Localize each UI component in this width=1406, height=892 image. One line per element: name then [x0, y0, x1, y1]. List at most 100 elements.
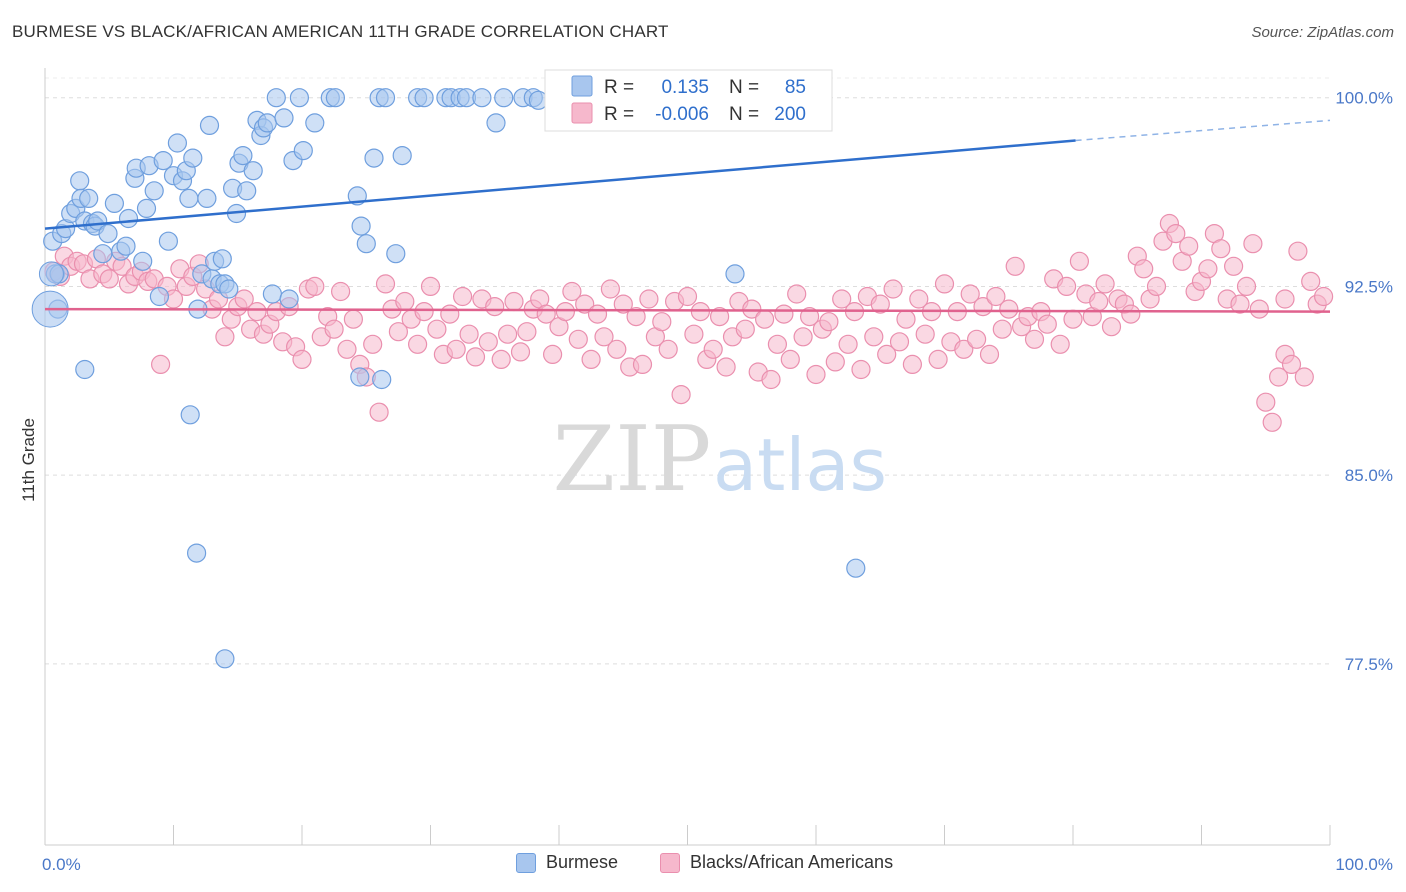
black-point [1288, 241, 1308, 261]
black-point [1243, 234, 1263, 254]
black-point [979, 344, 1000, 364]
legend-n-label-1: N = [729, 77, 759, 98]
black-point [934, 274, 955, 294]
legend-swatch-black-bottom [660, 852, 680, 873]
black-point [292, 349, 312, 369]
black-point [767, 334, 788, 354]
burmese-point [243, 161, 263, 181]
black-point [870, 294, 890, 314]
burmese-trend-line [44, 139, 1076, 230]
black-point [986, 286, 1006, 307]
burmese-point [158, 231, 178, 251]
legend-swatch-black [571, 102, 593, 124]
black-point [652, 312, 672, 332]
legend-item-burmese[interactable]: Burmese [516, 852, 618, 873]
black-point [446, 339, 466, 359]
black-point [453, 286, 473, 307]
series-layer [31, 88, 1334, 669]
legend-n-label-2: N = [729, 104, 759, 125]
burmese-point [167, 133, 187, 153]
black-point [408, 334, 428, 354]
legend-n-value-1: 85 [785, 77, 806, 98]
burmese-point [153, 151, 173, 171]
burmese-point [79, 188, 99, 208]
black-point [215, 327, 235, 347]
series-black-african-american [44, 213, 1334, 432]
black-point [742, 299, 762, 319]
black-point [331, 281, 351, 302]
black-point [587, 304, 608, 324]
black-point [491, 349, 511, 369]
black-point [99, 269, 119, 289]
black-point [632, 354, 653, 374]
black-point [761, 369, 781, 390]
burmese-trend-extension [1075, 119, 1331, 142]
black-point [1211, 239, 1231, 259]
burmese-point [104, 193, 125, 213]
burmese-point [116, 236, 136, 256]
burmese-point [262, 284, 282, 304]
black-point [581, 349, 601, 369]
chart-source: Source: ZipAtlas.com [1251, 24, 1394, 41]
black-point [1268, 367, 1289, 387]
black-point [1230, 294, 1250, 314]
burmese-point [180, 405, 200, 425]
black-point [1198, 259, 1218, 279]
black-point [703, 339, 723, 359]
burmese-point [75, 359, 95, 380]
black-point [774, 304, 794, 324]
black-point [954, 339, 974, 359]
black-point [369, 402, 389, 422]
black-point [1005, 256, 1025, 276]
black-point [414, 302, 434, 322]
black-point [613, 294, 633, 314]
black-point [806, 364, 826, 385]
black-point [363, 334, 383, 354]
y-tick-label: 92.5% [1345, 277, 1393, 296]
burmese-point [136, 198, 157, 218]
black-point [498, 324, 518, 344]
y-tick-label: 100.0% [1335, 89, 1393, 108]
black-point [825, 352, 845, 372]
black-point [1294, 367, 1314, 387]
black-point [1275, 289, 1295, 309]
legend-item-black[interactable]: Blacks/African Americans [660, 852, 893, 873]
black-point [427, 319, 447, 339]
x-tick-left: 0.0% [42, 855, 81, 874]
burmese-point [118, 208, 139, 229]
burmese-point [392, 146, 412, 166]
black-point [465, 347, 486, 367]
black-point [151, 354, 171, 374]
black-point [459, 324, 479, 344]
black-point [1223, 256, 1244, 276]
legend-n-value-2: 200 [774, 104, 806, 125]
black-point [234, 289, 254, 309]
burmese-point [144, 181, 164, 201]
black-point [542, 344, 563, 364]
burmese-point [386, 244, 406, 264]
black-point [677, 286, 698, 307]
black-point [832, 289, 852, 309]
burmese-point [356, 234, 376, 254]
black-point [1024, 329, 1045, 349]
black-point [440, 304, 460, 324]
black-point [607, 339, 627, 359]
black-point [915, 324, 935, 344]
black-point [1134, 259, 1154, 279]
burmese-point [725, 264, 745, 284]
black-point [709, 307, 730, 327]
y-ticks: 100.0% 92.5% 85.0% 77.5% [1335, 89, 1393, 674]
black-point [735, 319, 755, 339]
burmese-point [351, 216, 371, 236]
black-point [1281, 354, 1302, 374]
black-point [999, 299, 1019, 319]
black-point [864, 327, 884, 347]
legend-box: R = 0.135 N = 85 R = -0.006 N = 200 [544, 69, 833, 132]
black-point [395, 291, 415, 312]
black-point [819, 312, 839, 332]
black-point [1166, 224, 1186, 244]
burmese-point [212, 249, 232, 269]
black-point [909, 289, 929, 309]
black-point [1056, 276, 1077, 296]
burmese-point [199, 115, 220, 136]
